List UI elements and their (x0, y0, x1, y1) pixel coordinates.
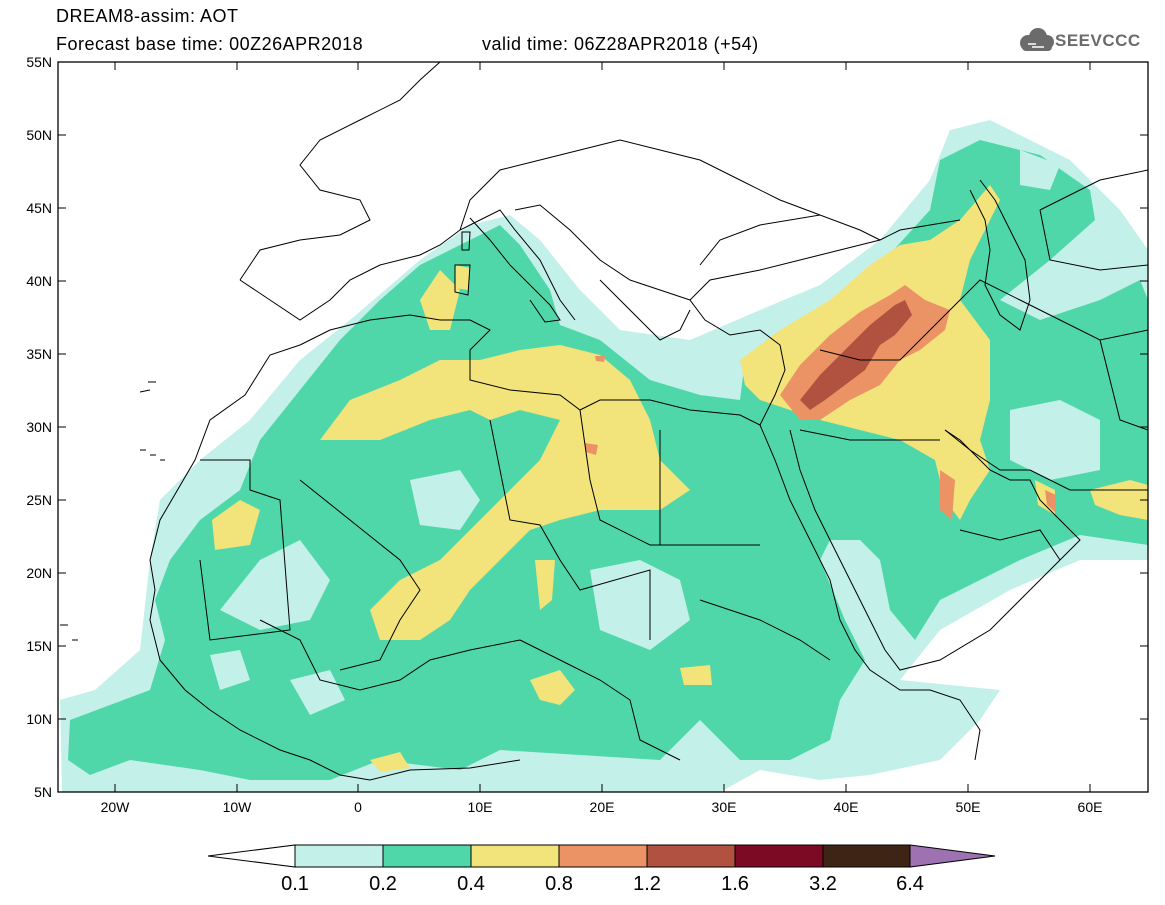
colorbar-high-arrow (909, 844, 996, 868)
lon-label: 10E (468, 799, 493, 815)
lon-label: 40E (834, 799, 859, 815)
map-title: DREAM8-assim: AOT (56, 6, 239, 26)
colorbar-bin (734, 844, 824, 868)
lon-label: 60E (1078, 799, 1103, 815)
lon-label: 0 (354, 799, 362, 815)
lon-ticks (114, 62, 1091, 792)
lat-label: 35N (26, 346, 52, 362)
lat-label: 5N (34, 784, 52, 800)
colorbar-bin (822, 844, 911, 868)
aot-level-1-2 (800, 300, 912, 410)
colorbar-low-arrow (207, 844, 296, 868)
valid-time: valid time: 06Z28APR2018 (+54) (482, 34, 759, 54)
lat-label: 50N (26, 127, 52, 143)
lat-label: 15N (26, 638, 52, 654)
lon-label: 20W (101, 799, 131, 815)
colorbar-label: 1.6 (721, 873, 749, 895)
forecast-base-time: Forecast base time: 00Z26APR2018 (56, 34, 364, 54)
colorbar-label: 0.1 (281, 873, 309, 895)
colorbar-label: 0.4 (457, 873, 485, 895)
lon-label: 20E (590, 799, 615, 815)
aot-level-0-1-patches (210, 150, 1100, 715)
lat-label: 10N (26, 711, 52, 727)
lat-labels: 55N 50N 45N 40N 35N 30N 25N 20N 15N 10N … (26, 54, 52, 800)
cloud-logo-icon (1020, 28, 1054, 51)
aot-shading (60, 120, 1148, 792)
lat-label: 45N (26, 200, 52, 216)
colorbar-label: 3.2 (809, 873, 837, 895)
colorbar (207, 844, 996, 868)
lon-label: 30E (712, 799, 737, 815)
colorbar-bin (558, 844, 648, 868)
colorbar-label: 6.4 (896, 873, 924, 895)
colorbar-bin (646, 844, 736, 868)
lat-label: 25N (26, 492, 52, 508)
colorbar-label: 1.2 (633, 873, 661, 895)
colorbar-bin (294, 844, 384, 868)
lat-label: 40N (26, 273, 52, 289)
coastlines-borders (60, 62, 1148, 781)
lat-label: 30N (26, 419, 52, 435)
lon-label: 50E (956, 799, 981, 815)
colorbar-labels: 0.1 0.2 0.4 0.8 1.2 1.6 3.2 6.4 (281, 873, 924, 895)
lat-label: 20N (26, 565, 52, 581)
colorbar-label: 0.8 (545, 873, 573, 895)
logo-text: SEEVCCC (1055, 31, 1141, 50)
lon-label: 10W (223, 799, 253, 815)
colorbar-label: 0.2 (369, 873, 397, 895)
colorbar-bin (470, 844, 560, 868)
colorbar-bin (382, 844, 472, 868)
lat-label: 55N (26, 54, 52, 70)
lon-labels: 20W 10W 0 10E 20E 30E 40E 50E 60E (101, 799, 1103, 815)
lat-ticks (58, 61, 1148, 793)
